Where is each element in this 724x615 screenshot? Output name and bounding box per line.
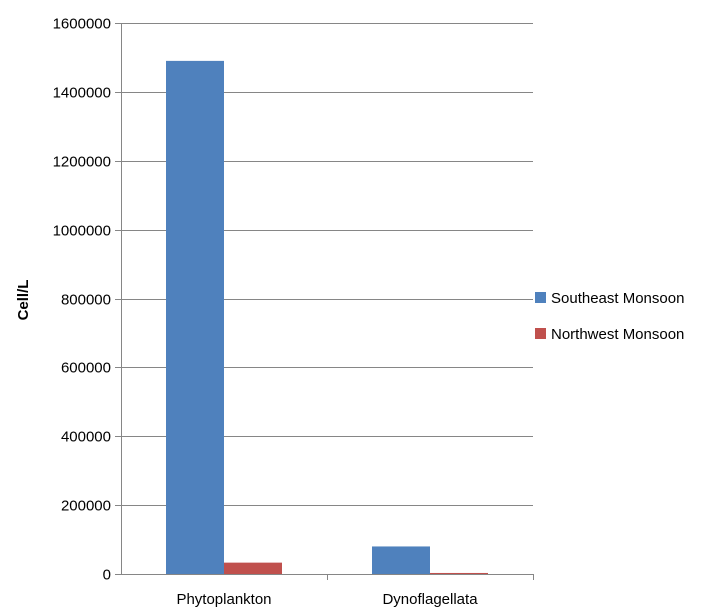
y-tick-labels: 0 200000 400000 600000 800000 1000000 1200000 1… (53, 16, 111, 584)
axes (115, 23, 534, 580)
legend-label: Southeast Monsoon (551, 290, 684, 307)
legend: Southeast Monsoon Northwest Monsoon (535, 290, 684, 343)
y-tick-label: 0 (103, 567, 111, 584)
bar-southeast-monsoon-dynoflagellata (372, 546, 430, 574)
y-axis-label: Cell/L (15, 280, 32, 321)
y-tick-label: 1000000 (53, 223, 111, 240)
bar-northwest-monsoon-dynoflagellata (430, 572, 488, 574)
x-tick-label: Phytoplankton (176, 591, 271, 608)
y-tick-label: 1600000 (53, 16, 111, 33)
legend-label: Northwest Monsoon (551, 326, 684, 343)
x-tick-labels: Phytoplankton Dynoflagellata (176, 591, 478, 608)
y-tick-label: 1400000 (53, 85, 111, 102)
y-tick-label: 800000 (61, 292, 111, 309)
x-tick-label: Dynoflagellata (382, 591, 478, 608)
legend-swatch-southeast-monsoon (535, 292, 546, 303)
y-tick-label: 1200000 (53, 154, 111, 171)
bar-southeast-monsoon-phytoplankton (166, 60, 224, 575)
y-tick-label: 600000 (61, 360, 111, 377)
bars (166, 60, 488, 575)
y-tick-label: 400000 (61, 429, 111, 446)
bar-northwest-monsoon-phytoplankton (224, 562, 282, 574)
y-tick-label: 200000 (61, 498, 111, 515)
legend-swatch-northwest-monsoon (535, 328, 546, 339)
